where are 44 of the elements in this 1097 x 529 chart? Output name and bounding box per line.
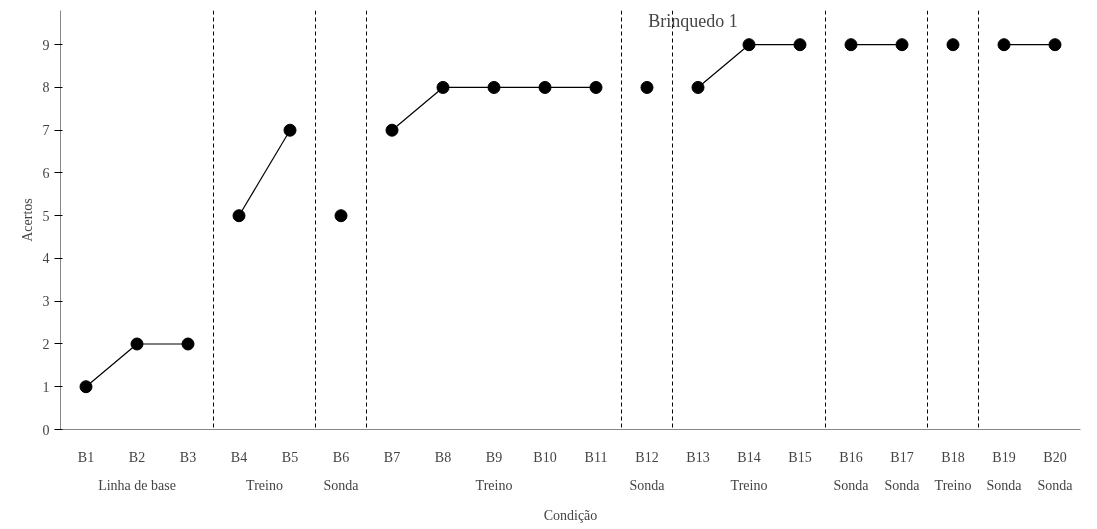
y-tick-label: 7 [42, 123, 50, 139]
y-tick-label: 5 [42, 208, 50, 224]
y-tick-label: 9 [42, 37, 50, 53]
y-tick-label: 1 [42, 379, 50, 395]
chart-title: Brinquedo 1 [648, 10, 738, 31]
x-tick-label: B10 [533, 449, 557, 465]
y-axis-title: Acertos [19, 198, 35, 242]
x-tick-label: B18 [941, 449, 965, 465]
text: Linha de base [98, 477, 176, 493]
text: Sonda [884, 477, 921, 493]
text: Sonda [833, 477, 870, 493]
x-tick-label: B12 [635, 449, 659, 465]
text: Treino [934, 477, 972, 493]
y-tick-label: 4 [42, 251, 50, 267]
text: Sonda [1037, 477, 1074, 493]
y-tick-label: 8 [42, 80, 50, 96]
x-axis-title: Condição [543, 507, 598, 523]
x-tick-label: B11 [584, 449, 608, 465]
x-tick-label: B17 [890, 449, 914, 465]
x-tick-label: B19 [992, 449, 1016, 465]
x-tick-label: B14 [737, 449, 761, 465]
x-tick-label: B9 [485, 449, 503, 465]
text: Treino [246, 477, 283, 493]
x-tick-label: B16 [839, 449, 863, 465]
x-tick-label: B8 [434, 449, 452, 465]
text: Sonda [323, 477, 360, 493]
text: Treino [730, 477, 768, 493]
x-tick-label: B7 [383, 449, 401, 465]
x-tick-label: B4 [230, 449, 248, 465]
text: Sonda [629, 477, 666, 493]
y-tick-label: 3 [42, 294, 50, 310]
x-tick-label: B6 [332, 449, 350, 465]
x-tick-label: B3 [179, 449, 197, 465]
y-tick-label: 2 [42, 336, 50, 352]
y-tick-label: 0 [42, 422, 50, 438]
x-tick-label: B15 [788, 449, 812, 465]
text: Treino [475, 477, 513, 493]
x-tick-label: B1 [77, 449, 95, 465]
y-tick-label: 6 [42, 165, 50, 181]
text: Sonda [986, 477, 1023, 493]
x-tick-label: B13 [686, 449, 710, 465]
x-tick-label: B5 [281, 449, 299, 465]
x-tick-label: B20 [1043, 449, 1067, 465]
x-tick-label: B2 [128, 449, 146, 465]
